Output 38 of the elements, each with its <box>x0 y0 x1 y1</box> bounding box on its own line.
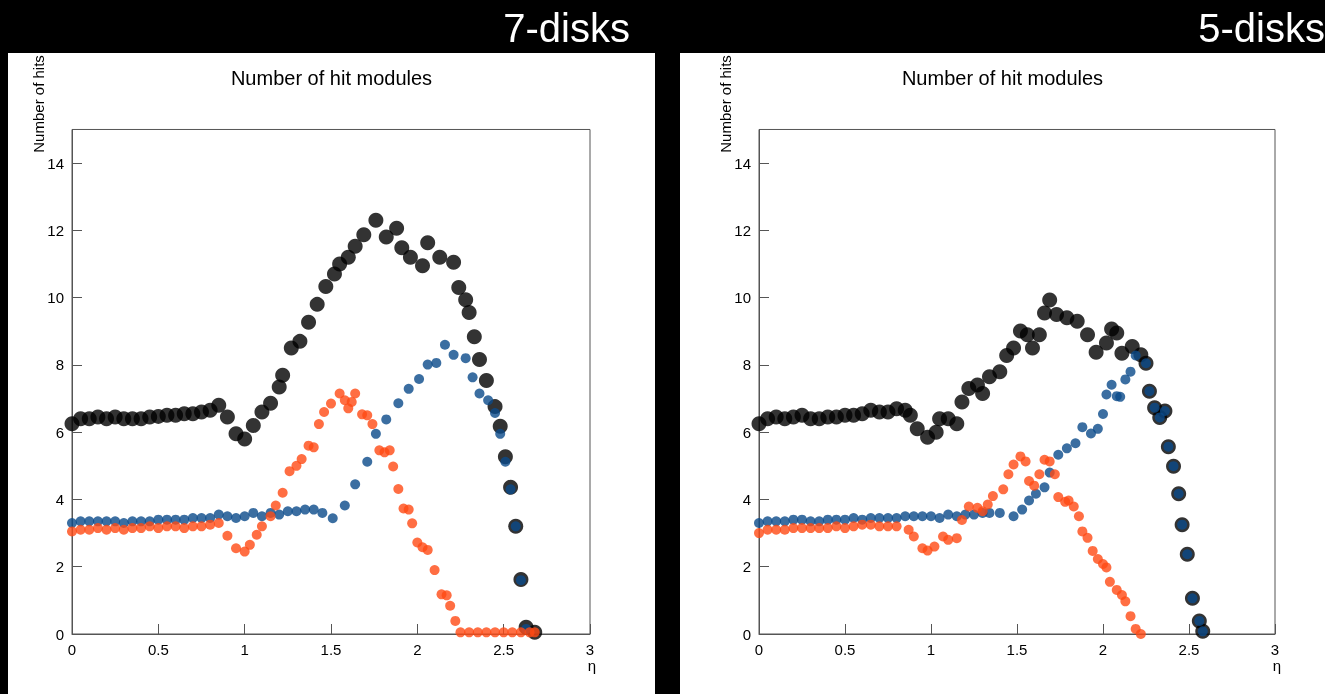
x-tick-label: 2 <box>413 641 422 658</box>
x-tick-label: 1 <box>926 641 936 658</box>
chart-title: Number of hit modules <box>901 67 1104 89</box>
y-tick-label: 14 <box>47 154 64 172</box>
x-tick-label: 0 <box>67 641 77 658</box>
y-tick-label: 0 <box>742 625 751 643</box>
x-tick-label: 1.5 <box>1006 641 1028 658</box>
y-axis-title: Number of hits <box>30 55 47 153</box>
x-tick-label: 2.5 <box>493 641 515 658</box>
y-tick-label: 4 <box>742 490 751 508</box>
x-tick-label: 2.5 <box>1178 641 1200 658</box>
y-tick-label: 6 <box>55 423 64 441</box>
chart-title: Number of hit modules <box>230 67 433 89</box>
x-tick-label: 3 <box>585 641 595 658</box>
y-tick-label: 10 <box>47 289 64 307</box>
x-axis-title: η <box>1272 657 1281 674</box>
y-tick-label: 6 <box>742 423 751 441</box>
y-tick-label: 8 <box>55 356 64 374</box>
y-tick-label: 4 <box>55 490 64 508</box>
y-tick-label: 2 <box>742 558 751 576</box>
y-axis-title: Number of hits <box>717 55 734 153</box>
x-tick-label: 0.5 <box>834 641 856 658</box>
x-tick-label: 2 <box>1098 641 1108 658</box>
x-axis-title: η <box>587 657 596 674</box>
x-tick-label: 1.5 <box>320 641 342 658</box>
x-tick-label: 0.5 <box>147 641 169 658</box>
x-tick-label: 0 <box>754 641 764 658</box>
chart-subtitle: 7-disks <box>503 5 630 52</box>
x-tick-label: 3 <box>1270 641 1280 658</box>
y-tick-label: 0 <box>55 625 64 643</box>
y-tick-label: 10 <box>734 289 751 307</box>
y-tick-label: 8 <box>742 356 751 374</box>
x-tick-label: 1 <box>240 641 249 658</box>
y-tick-label: 12 <box>734 221 751 239</box>
y-tick-label: 12 <box>47 221 64 239</box>
y-tick-label: 14 <box>734 154 751 172</box>
chart-subtitle: 5-disks <box>1198 5 1325 52</box>
y-tick-label: 2 <box>55 558 64 576</box>
